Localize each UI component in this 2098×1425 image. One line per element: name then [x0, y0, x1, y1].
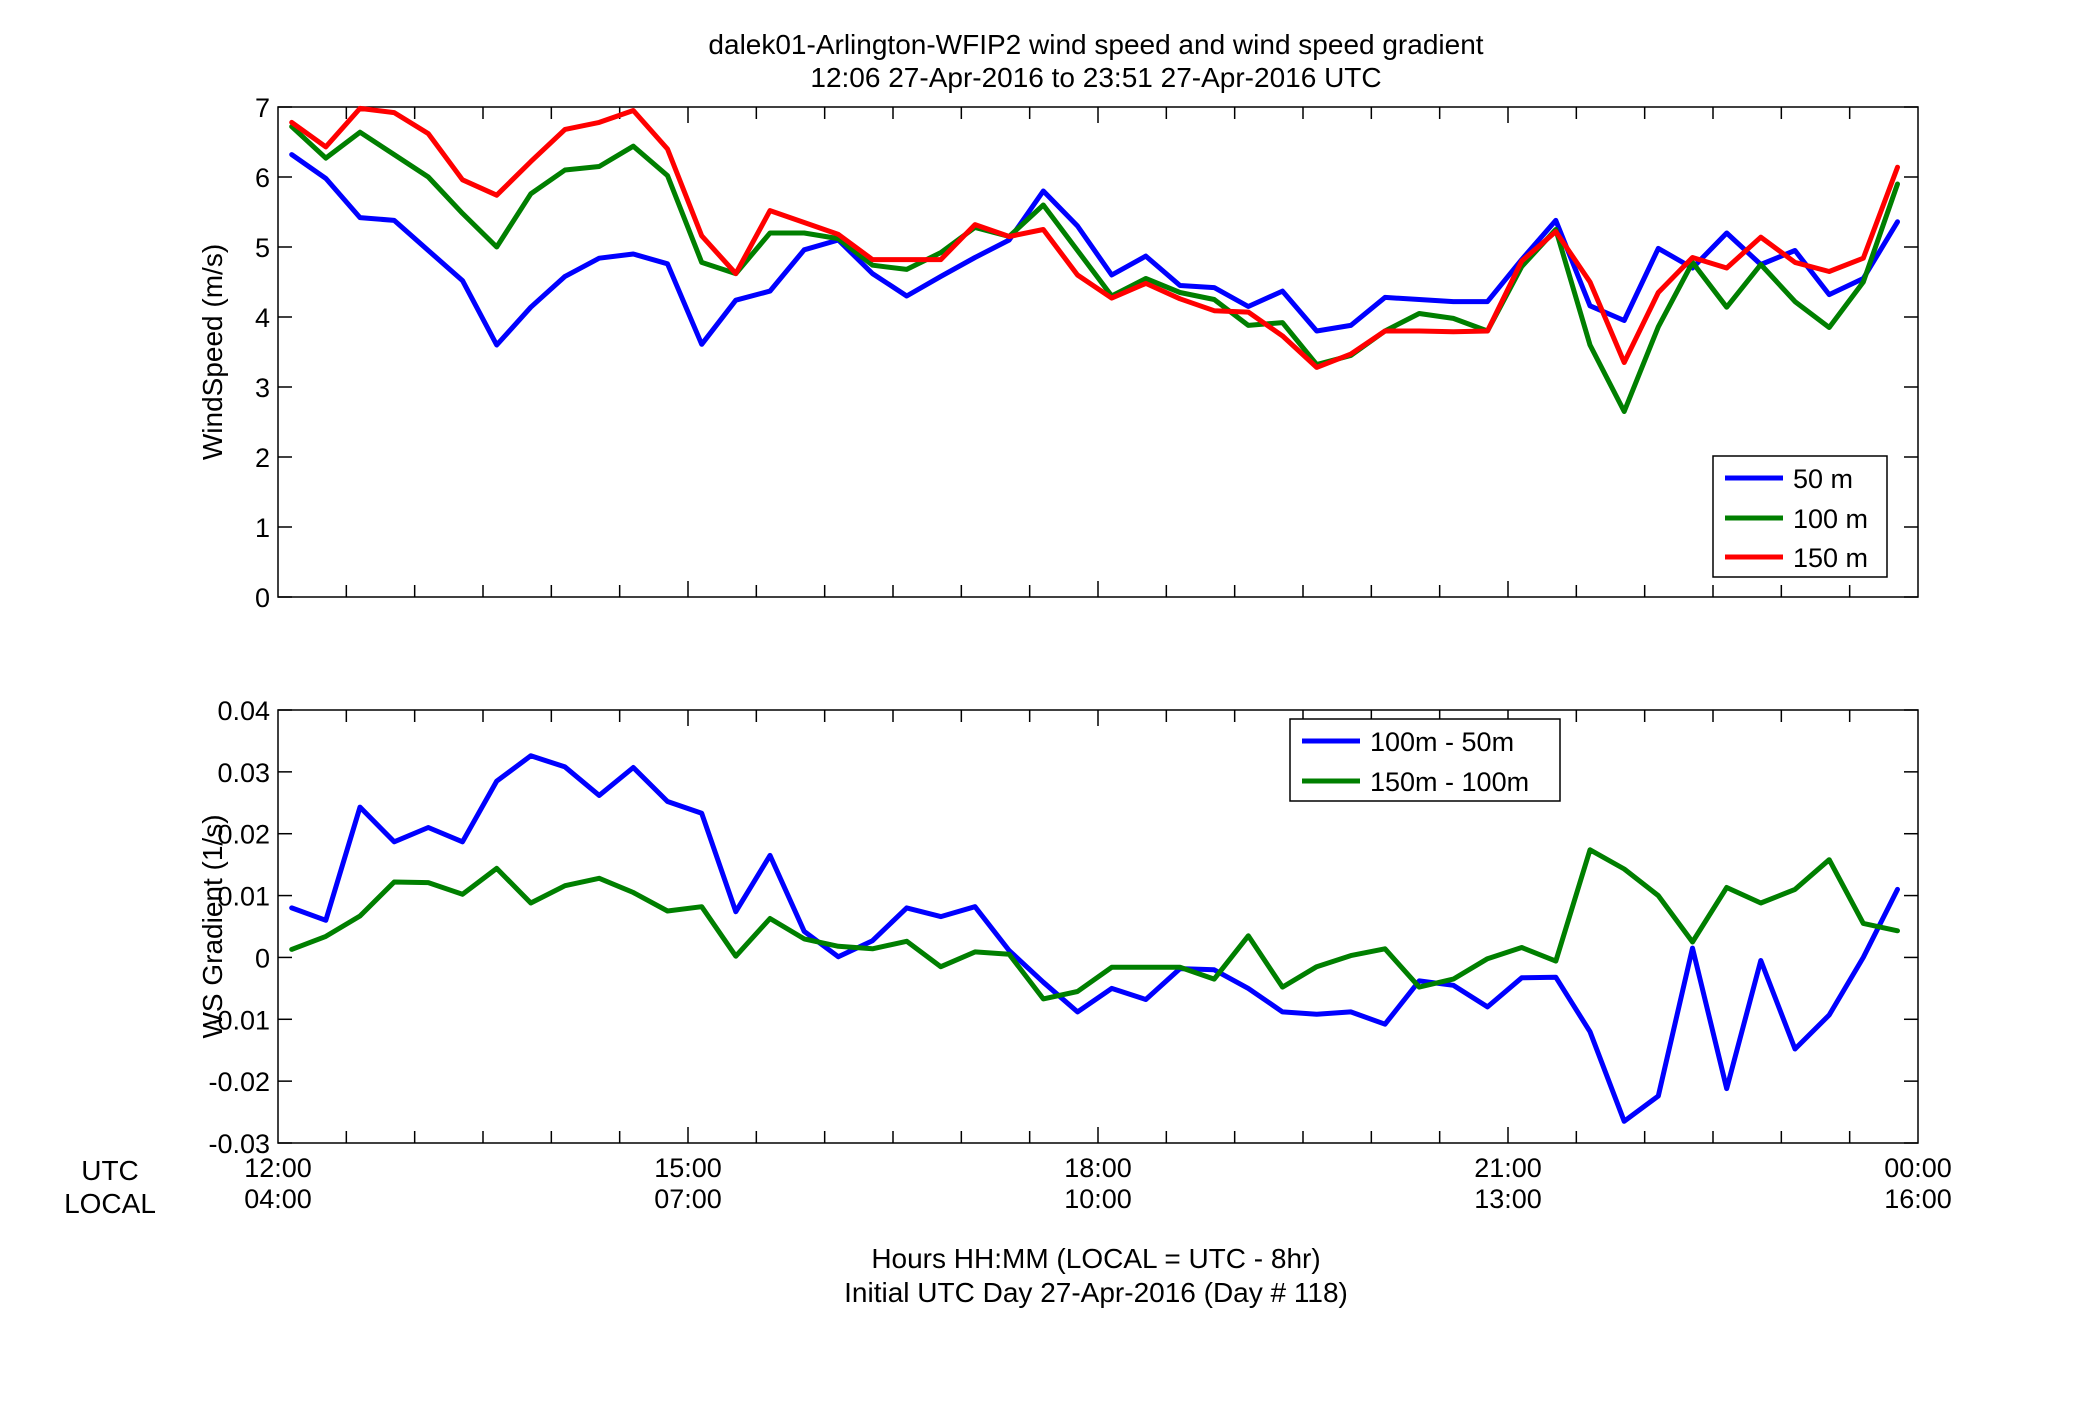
grad-y-tick-label: -0.01 — [208, 1005, 270, 1035]
ws-series-line-50-m — [289, 152, 1900, 348]
ws-series-line-100-m — [289, 124, 1900, 414]
grad-y-axis-label: WS Gradient (1/s) — [197, 814, 228, 1038]
x-tick-label-utc: 15:00 — [654, 1153, 722, 1183]
grad-series-line-150m-100m — [289, 847, 1900, 1002]
x-axis-label: Hours HH:MM (LOCAL = UTC - 8hr) — [871, 1243, 1320, 1274]
grad-series-line-100m-50m — [289, 753, 1900, 1124]
ws-y-tick-label: 2 — [255, 443, 270, 473]
x-row-label-local: LOCAL — [64, 1188, 156, 1219]
chart-title: dalek01-Arlington-WFIP2 wind speed and w… — [708, 29, 1483, 60]
ws-legend-label-150-m: 150 m — [1793, 543, 1868, 573]
x-tick-label-utc: 12:00 — [244, 1153, 312, 1183]
ws-y-tick-label: 3 — [255, 373, 270, 403]
x-tick-label-local: 07:00 — [654, 1184, 722, 1214]
windspeed-panel: 0 1 2 3 4 5 6 7 WindSpeed (m/s) 50 m 100 m 150 m — [197, 93, 1919, 613]
ws-series-line-150-m — [289, 105, 1900, 370]
x-tick-label-local: 04:00 — [244, 1184, 312, 1214]
grad-y-tick-label: 0.01 — [217, 882, 270, 912]
grad-y-tick-label: -0.02 — [208, 1067, 270, 1097]
x-tick-label-local: 16:00 — [1884, 1184, 1952, 1214]
grad-y-tick-label: 0 — [255, 943, 270, 973]
x-row-label-utc: UTC — [81, 1155, 139, 1186]
grad-y-tick-label: 0.03 — [217, 758, 270, 788]
x-tick-label-utc: 21:00 — [1474, 1153, 1542, 1183]
ws-y-tick-label: 4 — [255, 303, 270, 333]
grad-y-tick-label: -0.03 — [208, 1129, 270, 1159]
ws-y-tick-label: 0 — [255, 583, 270, 613]
gradient-panel: -0.03 -0.02 -0.01 0 0.01 0.02 0.03 0.04 WS Gradi… — [64, 696, 1952, 1219]
chart-subtitle: 12:06 27-Apr-2016 to 23:51 27-Apr-2016 U… — [810, 62, 1381, 93]
x-tick-label-utc: 00:00 — [1884, 1153, 1952, 1183]
ws-y-axis-label: WindSpeed (m/s) — [197, 244, 228, 460]
ws-y-tick-label: 1 — [255, 513, 270, 543]
ws-y-tick-label: 7 — [255, 93, 270, 123]
x-tick-label-local: 13:00 — [1474, 1184, 1542, 1214]
ws-legend-label-50-m: 50 m — [1793, 464, 1853, 494]
x-tick-label-local: 10:00 — [1064, 1184, 1132, 1214]
grad-y-tick-label: 0.02 — [217, 820, 270, 850]
ws-y-tick-label: 5 — [255, 233, 270, 263]
x-tick-label-utc: 18:00 — [1064, 1153, 1132, 1183]
grad-legend-label-100m-50m: 100m - 50m — [1370, 727, 1514, 757]
grad-legend-label-150m-100m: 150m - 100m — [1370, 767, 1529, 797]
x-axis-label-day: Initial UTC Day 27-Apr-2016 (Day # 118) — [844, 1277, 1348, 1308]
grad-legend-box — [1289, 718, 1561, 802]
ws-y-tick-label: 6 — [255, 163, 270, 193]
grad-y-tick-label: 0.04 — [217, 696, 270, 726]
ws-legend-label-100-m: 100 m — [1793, 504, 1868, 534]
